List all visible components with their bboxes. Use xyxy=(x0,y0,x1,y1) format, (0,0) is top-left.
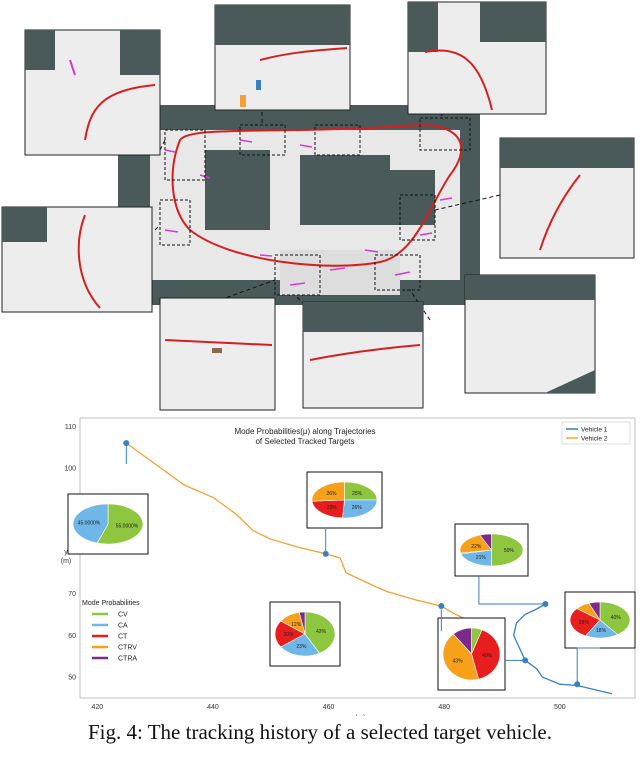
pie-slice-label: 50% xyxy=(504,548,515,554)
pie-slice-label: 45.0000% xyxy=(78,520,101,526)
mode-marker xyxy=(123,440,130,447)
pie-slice-label: 28% xyxy=(579,620,590,626)
x-tick-label: 440 xyxy=(207,704,219,711)
mode-legend-title: Mode Probabilities xyxy=(82,600,140,607)
pie-slice-label: 55.0000% xyxy=(116,524,139,530)
pie-slice-ctrv xyxy=(311,481,345,502)
pie-slice-label: 20% xyxy=(283,632,294,638)
pie-slice-ca xyxy=(280,633,320,657)
pie-slice-label: 40% xyxy=(482,653,493,659)
pie-slice-label: 42% xyxy=(316,629,327,635)
pie-slice-ctra xyxy=(588,601,601,621)
pie-slice-ctrv xyxy=(442,633,479,681)
inset-mid-right xyxy=(499,137,635,259)
map-zoom-boxes xyxy=(159,117,471,296)
y-tick-label: 50 xyxy=(68,675,76,682)
plot-frame xyxy=(79,417,636,699)
y-tick-label: 110 xyxy=(65,424,76,431)
mode-probability-plot: 4204404604805001101009080706050x (m)y(m)… xyxy=(61,417,636,716)
map-detections xyxy=(164,139,453,286)
pie-slice-label: 26% xyxy=(326,491,337,497)
inset-mid-left xyxy=(1,206,153,313)
pie-slice-label: 22% xyxy=(471,544,482,550)
pie-slice-label: 43% xyxy=(453,658,464,664)
y-tick-label: 60 xyxy=(68,633,76,640)
x-tick-label: 420 xyxy=(92,704,104,711)
series-legend-box xyxy=(561,421,631,445)
pie-slice-ct xyxy=(569,608,601,637)
mode-legend-label: CT xyxy=(118,634,128,641)
pie-slice-label: 18% xyxy=(596,628,607,634)
y-tick-label: 100 xyxy=(64,466,76,473)
pie-slice-ctra xyxy=(452,627,472,655)
marker-connector xyxy=(576,647,600,685)
y-axis-unit: (m) xyxy=(61,558,72,565)
figure-caption: Fig. 4: The tracking history of a select… xyxy=(88,720,552,744)
pie-slice-label: 40% xyxy=(611,615,622,621)
pie-slice-cv xyxy=(491,533,524,567)
point-cloud-map-figure xyxy=(1,1,635,411)
inset-top-right xyxy=(407,1,547,115)
y-axis-label: y xyxy=(64,549,68,556)
inset-top-left xyxy=(24,29,161,156)
mode-marker xyxy=(574,681,581,688)
pie-slice-ct xyxy=(471,629,501,680)
pie-slice-cv xyxy=(304,611,336,654)
inset-bottom-right xyxy=(464,274,596,394)
pie-slice-label: 21% xyxy=(476,555,487,561)
series-legend-label: Vehicle 2 xyxy=(581,436,608,443)
mode-legend-label: CA xyxy=(118,623,128,630)
inset-top-center xyxy=(214,4,351,111)
plot-title-line2: of Selected Tracked Targets xyxy=(255,437,354,446)
pie-slice-label: 12% xyxy=(291,622,302,628)
pie-slice-ct xyxy=(274,620,306,648)
y-tick-label: 70 xyxy=(68,591,76,598)
x-tick-label: 480 xyxy=(438,704,450,711)
plot-title-line1: Mode Probabilities(μ) along Trajectories xyxy=(234,427,375,436)
series-legend-label: Vehicle 1 xyxy=(581,427,608,434)
pie-slice-ca xyxy=(342,499,378,519)
mode-legend-label: CTRA xyxy=(118,656,137,663)
x-axis-label: x (m) xyxy=(350,715,366,716)
pie-slice-cv xyxy=(599,601,631,635)
pie-slice-ca xyxy=(460,549,492,567)
pie-slice-label: 25% xyxy=(352,491,363,497)
pie-slice-cv xyxy=(96,503,144,545)
pie-slice-ctrv xyxy=(459,534,493,554)
pie-slice-cv xyxy=(344,481,378,501)
marker-connector xyxy=(478,576,546,605)
pie-slice-ct xyxy=(311,499,345,519)
mode-legend-label: CTRV xyxy=(118,645,137,652)
mode-marker xyxy=(438,603,445,610)
pie-slice-ctra xyxy=(479,533,492,551)
mode-legend-label: CV xyxy=(118,612,128,619)
pie-slice-label: 23% xyxy=(296,644,307,650)
pie-slice-ctra xyxy=(299,611,306,635)
x-tick-label: 460 xyxy=(323,704,335,711)
x-tick-label: 500 xyxy=(554,704,566,711)
inset-bottom-center xyxy=(302,301,424,409)
inset-bottom-left xyxy=(159,297,276,411)
pie-slice-ca xyxy=(72,503,109,544)
map-base xyxy=(118,105,480,305)
mode-marker xyxy=(322,550,329,557)
pie-slice-label: 26% xyxy=(352,505,363,511)
pie-slice-label: 23% xyxy=(327,505,338,511)
